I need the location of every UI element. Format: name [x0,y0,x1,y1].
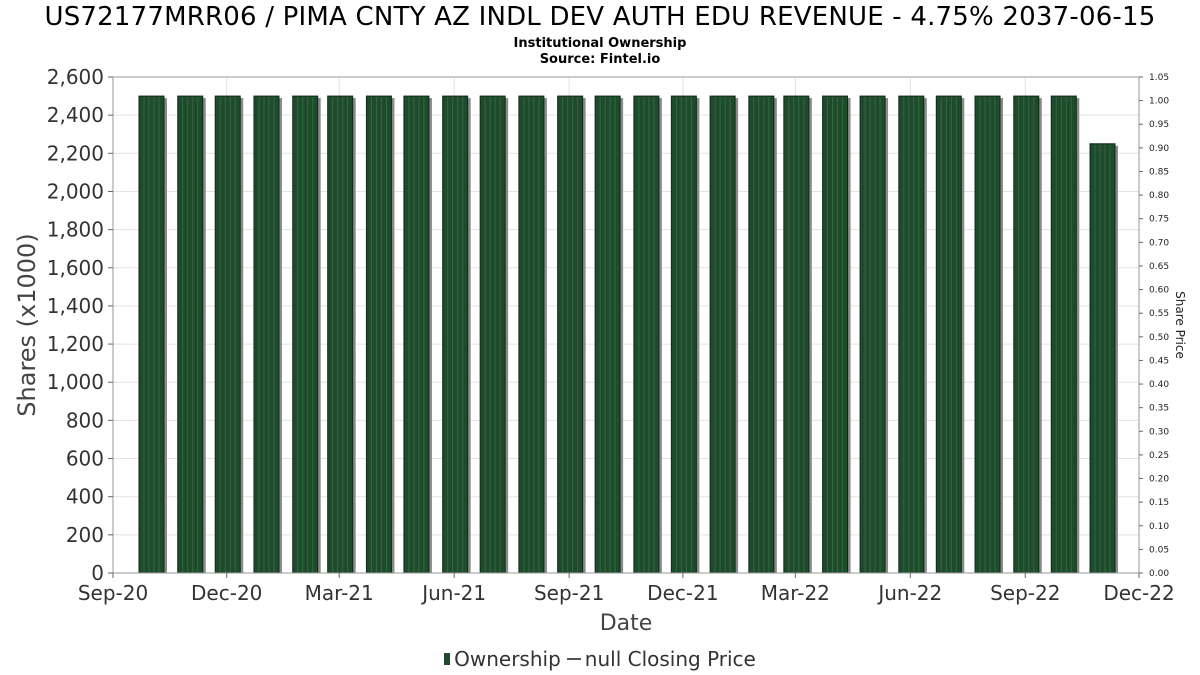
y-tick-label: 1,200 [47,332,104,356]
y2-tick-label: 0.20 [1149,475,1169,485]
ownership-bar [633,95,660,574]
x-tick-label: Sep-21 [534,581,604,605]
x-tick-label: Dec-20 [191,581,262,605]
ownership-bars [138,95,1119,574]
plot-frame [112,76,1140,574]
ownership-bar [1089,143,1116,574]
x-tick-label: Jun-22 [876,581,942,605]
y-axis-label: Shares (x1000) [13,233,41,416]
y-tick-label: 800 [66,408,104,432]
legend-price-label: null Closing Price [584,647,756,671]
ownership-bar [748,95,775,574]
y-tick-label: 2,000 [47,179,104,203]
y-tick-label: 2,200 [47,141,104,165]
y2-axis: 0.00 0.05 0.10 0.15 0.20 0.25 0.30 0.35 0.40 0.45… [1139,73,1169,579]
y2-tick-label: 0.65 [1149,262,1169,272]
y2-tick-label: 0.40 [1149,380,1169,390]
y2-tick-label: 1.00 [1149,97,1169,107]
y2-tick-label: 0.85 [1149,167,1169,177]
ownership-bar [518,95,545,574]
y2-tick-label: 0.05 [1149,545,1169,555]
chart-title: US72177MRR06 / PIMA CNTY AZ INDL DEV AUT… [44,2,1156,32]
y2-tick-label: 0.10 [1149,522,1169,532]
y2-tick-label: 0.50 [1149,333,1169,343]
y-tick-label: 1,000 [47,370,104,394]
x-tick-label: Mar-22 [761,581,830,605]
legend-ownership-swatch [444,653,451,665]
ownership-bar [822,95,849,574]
ownership-bar [594,95,621,574]
y-tick-label: 1,800 [47,218,104,242]
ownership-bar [479,95,506,574]
x-tick-label: Dec-21 [647,581,718,605]
y2-tick-label: 0.55 [1149,309,1169,319]
y2-tick-label: 0.60 [1149,286,1169,296]
ownership-bar [557,95,584,574]
y-tick-label: 1,600 [47,256,104,280]
y2-tick-label: 0.00 [1149,569,1169,579]
x-axis: Sep-20 Dec-20 Mar-21 Jun-21 Sep-21 Dec-21 Mar-… [78,573,1175,605]
y-tick-label: 1,400 [47,294,104,318]
y2-tick-label: 0.25 [1149,451,1169,461]
y-tick-label: 200 [66,523,104,547]
y-tick-label: 600 [66,447,104,471]
y2-tick-label: 0.70 [1149,238,1169,248]
ownership-bar [253,95,280,574]
y2-tick-label: 0.75 [1149,215,1169,225]
ownership-bar [859,95,886,574]
ownership-bar [670,95,697,574]
y2-tick-label: 0.15 [1149,498,1169,508]
ownership-bar [403,95,430,574]
y2-tick-label: 0.80 [1149,191,1169,201]
y2-axis-label: Share Price [1173,291,1187,359]
ownership-bar [1013,95,1040,574]
legend-ownership-label: Ownership [454,647,561,671]
x-tick-label: Sep-22 [990,581,1060,605]
ownership-bar [898,95,925,574]
y2-tick-label: 0.90 [1149,144,1169,154]
y-axis: 0 200 400 600 800 1,000 1,200 1,400 1,600 1,800 2,… [47,65,113,585]
ownership-bar [214,95,241,574]
y2-tick-label: 0.95 [1149,120,1169,130]
ownership-bar [327,95,354,574]
ownership-bar [365,95,392,574]
ownership-bar [783,95,810,574]
y2-tick-label: 0.45 [1149,356,1169,366]
chart-source: Source: Fintel.io [539,52,661,67]
ownership-bar [292,95,319,574]
y-tick-label: 2,400 [47,103,104,127]
y2-tick-label: 0.35 [1149,404,1169,414]
ownership-bar [442,95,469,574]
y2-tick-label: 0.30 [1149,427,1169,437]
x-tick-label: Dec-22 [1103,581,1174,605]
legend-price-line [566,658,581,660]
chart-subtitle: Institutional Ownership [513,36,687,51]
ownership-bar [138,95,165,574]
ownership-bar [709,95,736,574]
y-tick-label: 0 [91,561,104,585]
ownership-bar [974,95,1001,574]
ownership-bar [1050,95,1077,574]
y2-tick-label: 1.05 [1149,73,1169,83]
x-tick-label: Mar-21 [305,581,374,605]
ownership-bar [177,95,204,574]
ownership-bar [935,95,962,574]
y-tick-label: 2,600 [47,65,104,89]
legend: Ownership null Closing Price [0,647,1200,671]
x-tick-label: Sep-20 [78,581,148,605]
x-tick-label: Jun-21 [420,581,486,605]
x-axis-label: Date [600,611,653,636]
y-tick-label: 400 [66,485,104,509]
